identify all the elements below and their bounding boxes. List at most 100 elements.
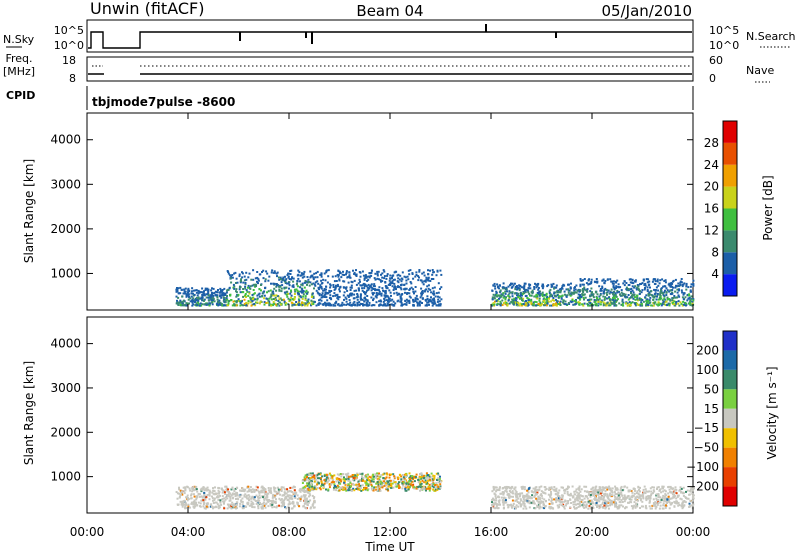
velocity-echo-cell [515,493,518,496]
power-echo-cell [227,304,230,307]
power-echo-cell [641,304,644,307]
velocity-echo-cell [247,485,250,488]
power-echo-cell [619,293,621,296]
power-echo-cell [393,286,396,289]
velocity-echo-cell [395,485,398,488]
power-echo-cell [304,295,307,298]
power-echo-cell [322,278,325,281]
velocity-echo-cell [569,492,572,495]
velocity-echo-cell [568,494,571,496]
nsky-trace [88,31,692,49]
power-echo-cell [243,275,246,278]
power-echo-cell [284,279,287,282]
velocity-echo-cell [407,488,410,491]
power-echo-cell [620,289,623,292]
power-echo-cell [427,273,430,276]
velocity-echo-cell [415,473,418,476]
power-echo-cell [199,302,202,305]
velocity-echo-cell [430,477,433,480]
power-echo-cell [389,284,391,286]
power-echo-cell [570,291,573,294]
velocity-echo-cell [595,493,598,496]
power-echo-cell [384,281,387,284]
velocity-echo-cell [231,487,234,490]
velocity-echo-cell [423,474,425,477]
power-echo-cell [388,289,391,292]
power-echo-cell [630,291,632,293]
velocity-echo-cell [372,478,375,481]
velocity-echo-cell [323,473,326,476]
power-echo-cell [586,299,589,302]
velocity-echo-cell [577,499,580,502]
velocity-echo-cell [262,487,265,489]
power-echo-cell [592,293,595,296]
velocity-echo-cell [307,501,310,504]
velocity-echo-cell [501,487,504,490]
power-echo-cell [345,300,348,303]
power-echo-cell [274,298,276,301]
velocity-echo-cell [190,497,193,500]
power-echo-cell [271,269,274,272]
power-echo-cell [394,287,397,290]
velocity-echo-cell [517,497,520,500]
power-echo-cell [347,296,350,298]
power-echo-cell [364,274,367,277]
velocity-echo-cell [517,493,519,496]
velocity-echo-cell [533,496,536,499]
velocity-echo-cell [283,504,285,506]
power-echo-cell [363,278,366,281]
velocity-echo-cell [251,506,254,508]
power-echo-cell [400,300,403,303]
power-echo-cell [625,286,628,289]
velocity-echo-cell [181,503,184,506]
power-echo-cell [356,294,359,297]
velocity-echo-cell [232,496,235,499]
power-echo-cell [345,271,348,274]
velocity-echo-cell [245,494,248,497]
velocity-echo-cell [425,482,428,485]
velocity-echo-cell [394,476,397,479]
velocity-echo-cell [211,497,214,500]
power-echo-cell [373,288,376,291]
power-echo-cell [375,288,378,291]
velocity-echo-cell [361,479,364,482]
power-echo-cell [195,291,198,294]
velocity-echo-cell [392,486,395,489]
power-echo-cell [628,278,631,281]
power-echo-cell [222,294,225,296]
velocity-echo-cell [178,488,181,491]
power-echo-cell [239,302,242,305]
power-echo-cell [510,286,513,289]
power-echo-cell [495,294,498,297]
power-echo-cell [280,290,283,293]
power-echo-cell [221,290,224,293]
velocity-echo-cell [536,504,539,507]
power-echo-cell [378,289,380,292]
velocity-echo-cell [288,500,291,503]
power-echo-cell [678,288,680,291]
power-echo-cell [247,294,250,297]
velocity-echo-cell [682,500,685,503]
velocity-echo-cell [180,503,183,506]
power-echo-cell [348,275,351,278]
power-echo-cell [681,285,684,288]
power-echo-cell [254,304,257,307]
power-echo-cell [263,290,266,293]
power-echo-cell [578,298,581,301]
power-echo-cell [229,294,232,297]
power-echo-cell [356,295,359,298]
velocity-echo-cell [638,489,640,491]
velocity-echo-cell [621,494,624,497]
power-echo-cell [401,271,404,274]
velocity-echo-cell [261,491,264,494]
power-echo-cell [550,304,553,307]
power-echo-cell [692,279,695,282]
velocity-echo-cell [604,490,607,493]
velocity-echo-cell [642,497,645,500]
velocity-echo-cell [368,479,370,482]
velocity-echo-cell [354,476,357,479]
velocity-echo-cell [691,489,694,492]
power-echo-cell [542,285,545,288]
power-echo-cell [533,295,536,298]
velocity-echo-cell [384,482,386,485]
